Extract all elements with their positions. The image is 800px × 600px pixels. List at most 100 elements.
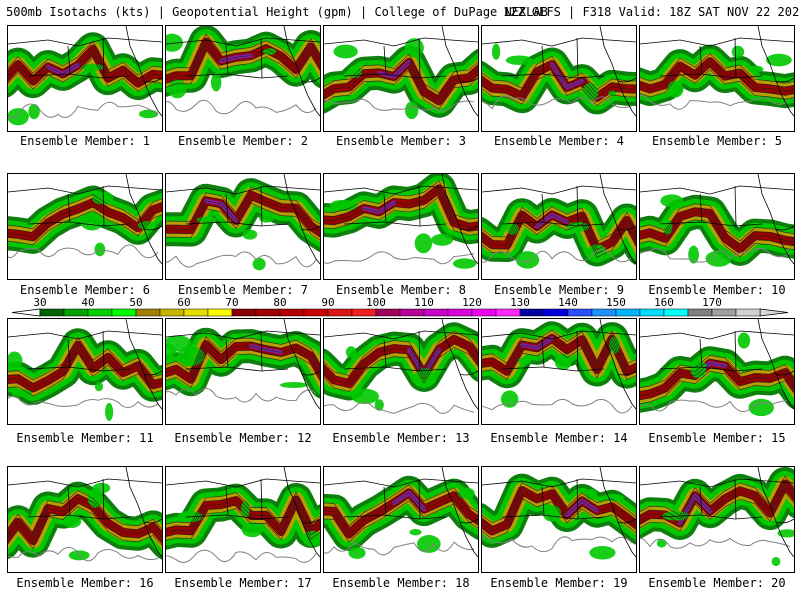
colorbar-swatch <box>303 308 329 317</box>
ensemble-member-map <box>639 173 795 280</box>
colorbar-tick-label: 60 <box>177 296 190 309</box>
ensemble-member-label: Ensemble Member: 14 <box>490 431 628 445</box>
isotach-map <box>324 26 478 120</box>
ensemble-member-map <box>639 466 795 573</box>
ensemble-member-label: Ensemble Member: 12 <box>174 431 312 445</box>
isotach-colorbar: 30 40 50 60 70 80 90 100 110 120 130 140 150 160 170 <box>11 296 789 317</box>
ensemble-member-map <box>481 25 637 132</box>
colorbar-swatch <box>471 308 497 317</box>
colorbar-swatch <box>399 308 425 317</box>
colorbar-swatch <box>183 308 209 317</box>
colorbar-tick-label: 30 <box>33 296 46 309</box>
ensemble-member-label: Ensemble Member: 6 <box>19 283 151 297</box>
isotach-map <box>166 26 320 117</box>
colorbar-left-arrow <box>11 308 41 317</box>
ensemble-member-map <box>7 25 163 132</box>
colorbar-tick-label: 160 <box>654 296 674 309</box>
colorbar-right-arrow <box>759 308 789 317</box>
isotach-map <box>166 174 320 271</box>
colorbar-tick-label: 80 <box>273 296 286 309</box>
ensemble-member-map <box>7 318 163 425</box>
isotach-map <box>8 319 162 421</box>
colorbar-swatch <box>351 308 377 317</box>
ensemble-member-map <box>7 173 163 280</box>
colorbar-swatch <box>687 308 713 317</box>
colorbar-swatch <box>639 308 665 317</box>
ensemble-member-map <box>165 25 321 132</box>
colorbar-tick-label: 70 <box>225 296 238 309</box>
ensemble-member-map <box>165 173 321 280</box>
colorbar-tick-label: 90 <box>321 296 334 309</box>
isotach-map <box>324 174 478 269</box>
ensemble-member-map <box>639 318 795 425</box>
isotach-map <box>640 319 794 417</box>
isotach-map <box>640 26 794 117</box>
colorbar-tick-label: 40 <box>81 296 94 309</box>
colorbar-tick-label: 120 <box>462 296 482 309</box>
isotach-map <box>166 467 320 563</box>
ensemble-member-label: Ensemble Member: 3 <box>335 134 467 148</box>
colorbar-swatch <box>543 308 569 317</box>
ensemble-member-label: Ensemble Member: 10 <box>648 283 786 297</box>
ensemble-member-map <box>323 318 479 425</box>
ensemble-member-map <box>323 466 479 573</box>
ensemble-member-map <box>323 173 479 280</box>
ensemble-member-label: Ensemble Member: 19 <box>490 576 628 590</box>
isotach-map <box>482 26 636 117</box>
isotach-map <box>482 319 636 414</box>
ensemble-member-map <box>165 318 321 425</box>
colorbar-swatch <box>591 308 617 317</box>
colorbar-tick-label: 100 <box>366 296 386 309</box>
colorbar-tick-label: 170 <box>702 296 722 309</box>
colorbar-swatch <box>423 308 449 317</box>
ensemble-member-label: Ensemble Member: 2 <box>177 134 309 148</box>
isotach-map <box>482 467 636 560</box>
isotach-map <box>166 319 320 410</box>
ensemble-member-label: Ensemble Member: 13 <box>332 431 470 445</box>
colorbar-tick-label: 110 <box>414 296 434 309</box>
colorbar-swatch <box>135 308 161 317</box>
map-title: 500mb Isotachs (kts) | Geopotential Heig… <box>6 5 548 19</box>
colorbar-swatch <box>615 308 641 317</box>
colorbar-swatch <box>87 308 113 317</box>
ensemble-member-map <box>7 466 163 573</box>
ensemble-member-label: Ensemble Member: 1 <box>19 134 151 148</box>
isotach-map <box>8 467 162 562</box>
ensemble-member-map <box>639 25 795 132</box>
colorbar-swatch <box>111 308 137 317</box>
colorbar-swatch <box>231 308 257 317</box>
colorbar-tick-label: 50 <box>129 296 142 309</box>
colorbar-swatch <box>519 308 545 317</box>
colorbar-swatch <box>255 308 281 317</box>
ensemble-member-label: Ensemble Member: 18 <box>332 576 470 590</box>
colorbar-tick-label: 150 <box>606 296 626 309</box>
colorbar-swatch <box>567 308 593 317</box>
ensemble-member-label: Ensemble Member: 17 <box>174 576 312 590</box>
ensemble-member-label: Ensemble Member: 20 <box>648 576 786 590</box>
ensemble-member-label: Ensemble Member: 16 <box>16 576 154 590</box>
isotach-map <box>482 174 636 269</box>
colorbar-swatch <box>327 308 353 317</box>
isotach-map <box>8 26 162 126</box>
isotach-map <box>324 467 478 559</box>
ensemble-member-map <box>481 173 637 280</box>
ensemble-member-label: Ensemble Member: 9 <box>493 283 625 297</box>
colorbar-swatch <box>159 308 185 317</box>
isotach-map <box>324 319 478 415</box>
colorbar-swatch <box>447 308 473 317</box>
colorbar-swatch <box>39 308 65 317</box>
colorbar-tick-label: 140 <box>558 296 578 309</box>
ensemble-member-map <box>323 25 479 132</box>
ensemble-member-map <box>165 466 321 573</box>
colorbar-swatch <box>663 308 689 317</box>
isotach-map <box>640 174 794 267</box>
colorbar-swatch <box>207 308 233 317</box>
ensemble-member-label: Ensemble Member: 7 <box>177 283 309 297</box>
colorbar-swatch <box>711 308 737 317</box>
isotach-map <box>640 467 794 567</box>
ensemble-member-map <box>481 318 637 425</box>
model-run-info: 12Z GEFS | F318 Valid: 18Z SAT NOV 22 20… <box>503 5 800 19</box>
ensemble-member-label: Ensemble Member: 15 <box>648 431 786 445</box>
ensemble-member-label: Ensemble Member: 11 <box>16 431 154 445</box>
ensemble-member-map <box>481 466 637 573</box>
